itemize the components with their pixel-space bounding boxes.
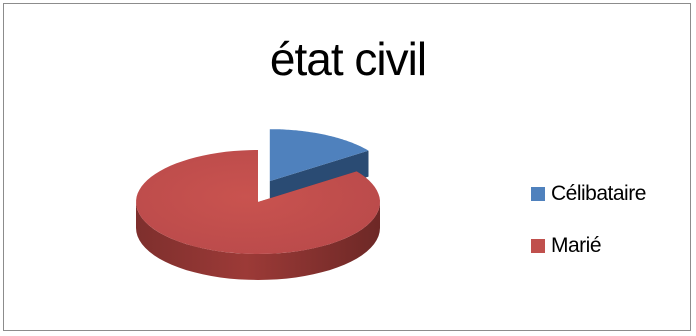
legend-swatch-marie	[531, 239, 545, 253]
pie-side-mari	[136, 202, 380, 280]
pie-slice-clibataire	[269, 129, 369, 182]
chart-title: état civil	[269, 33, 427, 85]
legend-label-marie: Marié	[551, 234, 602, 257]
legend-label-celibataire: Célibataire	[551, 182, 646, 205]
legend: Célibataire Marié	[531, 182, 646, 286]
chart-area: état civil Célibataire Marié	[3, 3, 691, 331]
legend-swatch-celibataire	[531, 187, 545, 201]
pie-slice-mari	[136, 150, 380, 254]
pie-plot	[136, 129, 380, 280]
legend-item-marie: Marié	[531, 234, 646, 258]
legend-item-celibataire: Célibataire	[531, 182, 646, 206]
